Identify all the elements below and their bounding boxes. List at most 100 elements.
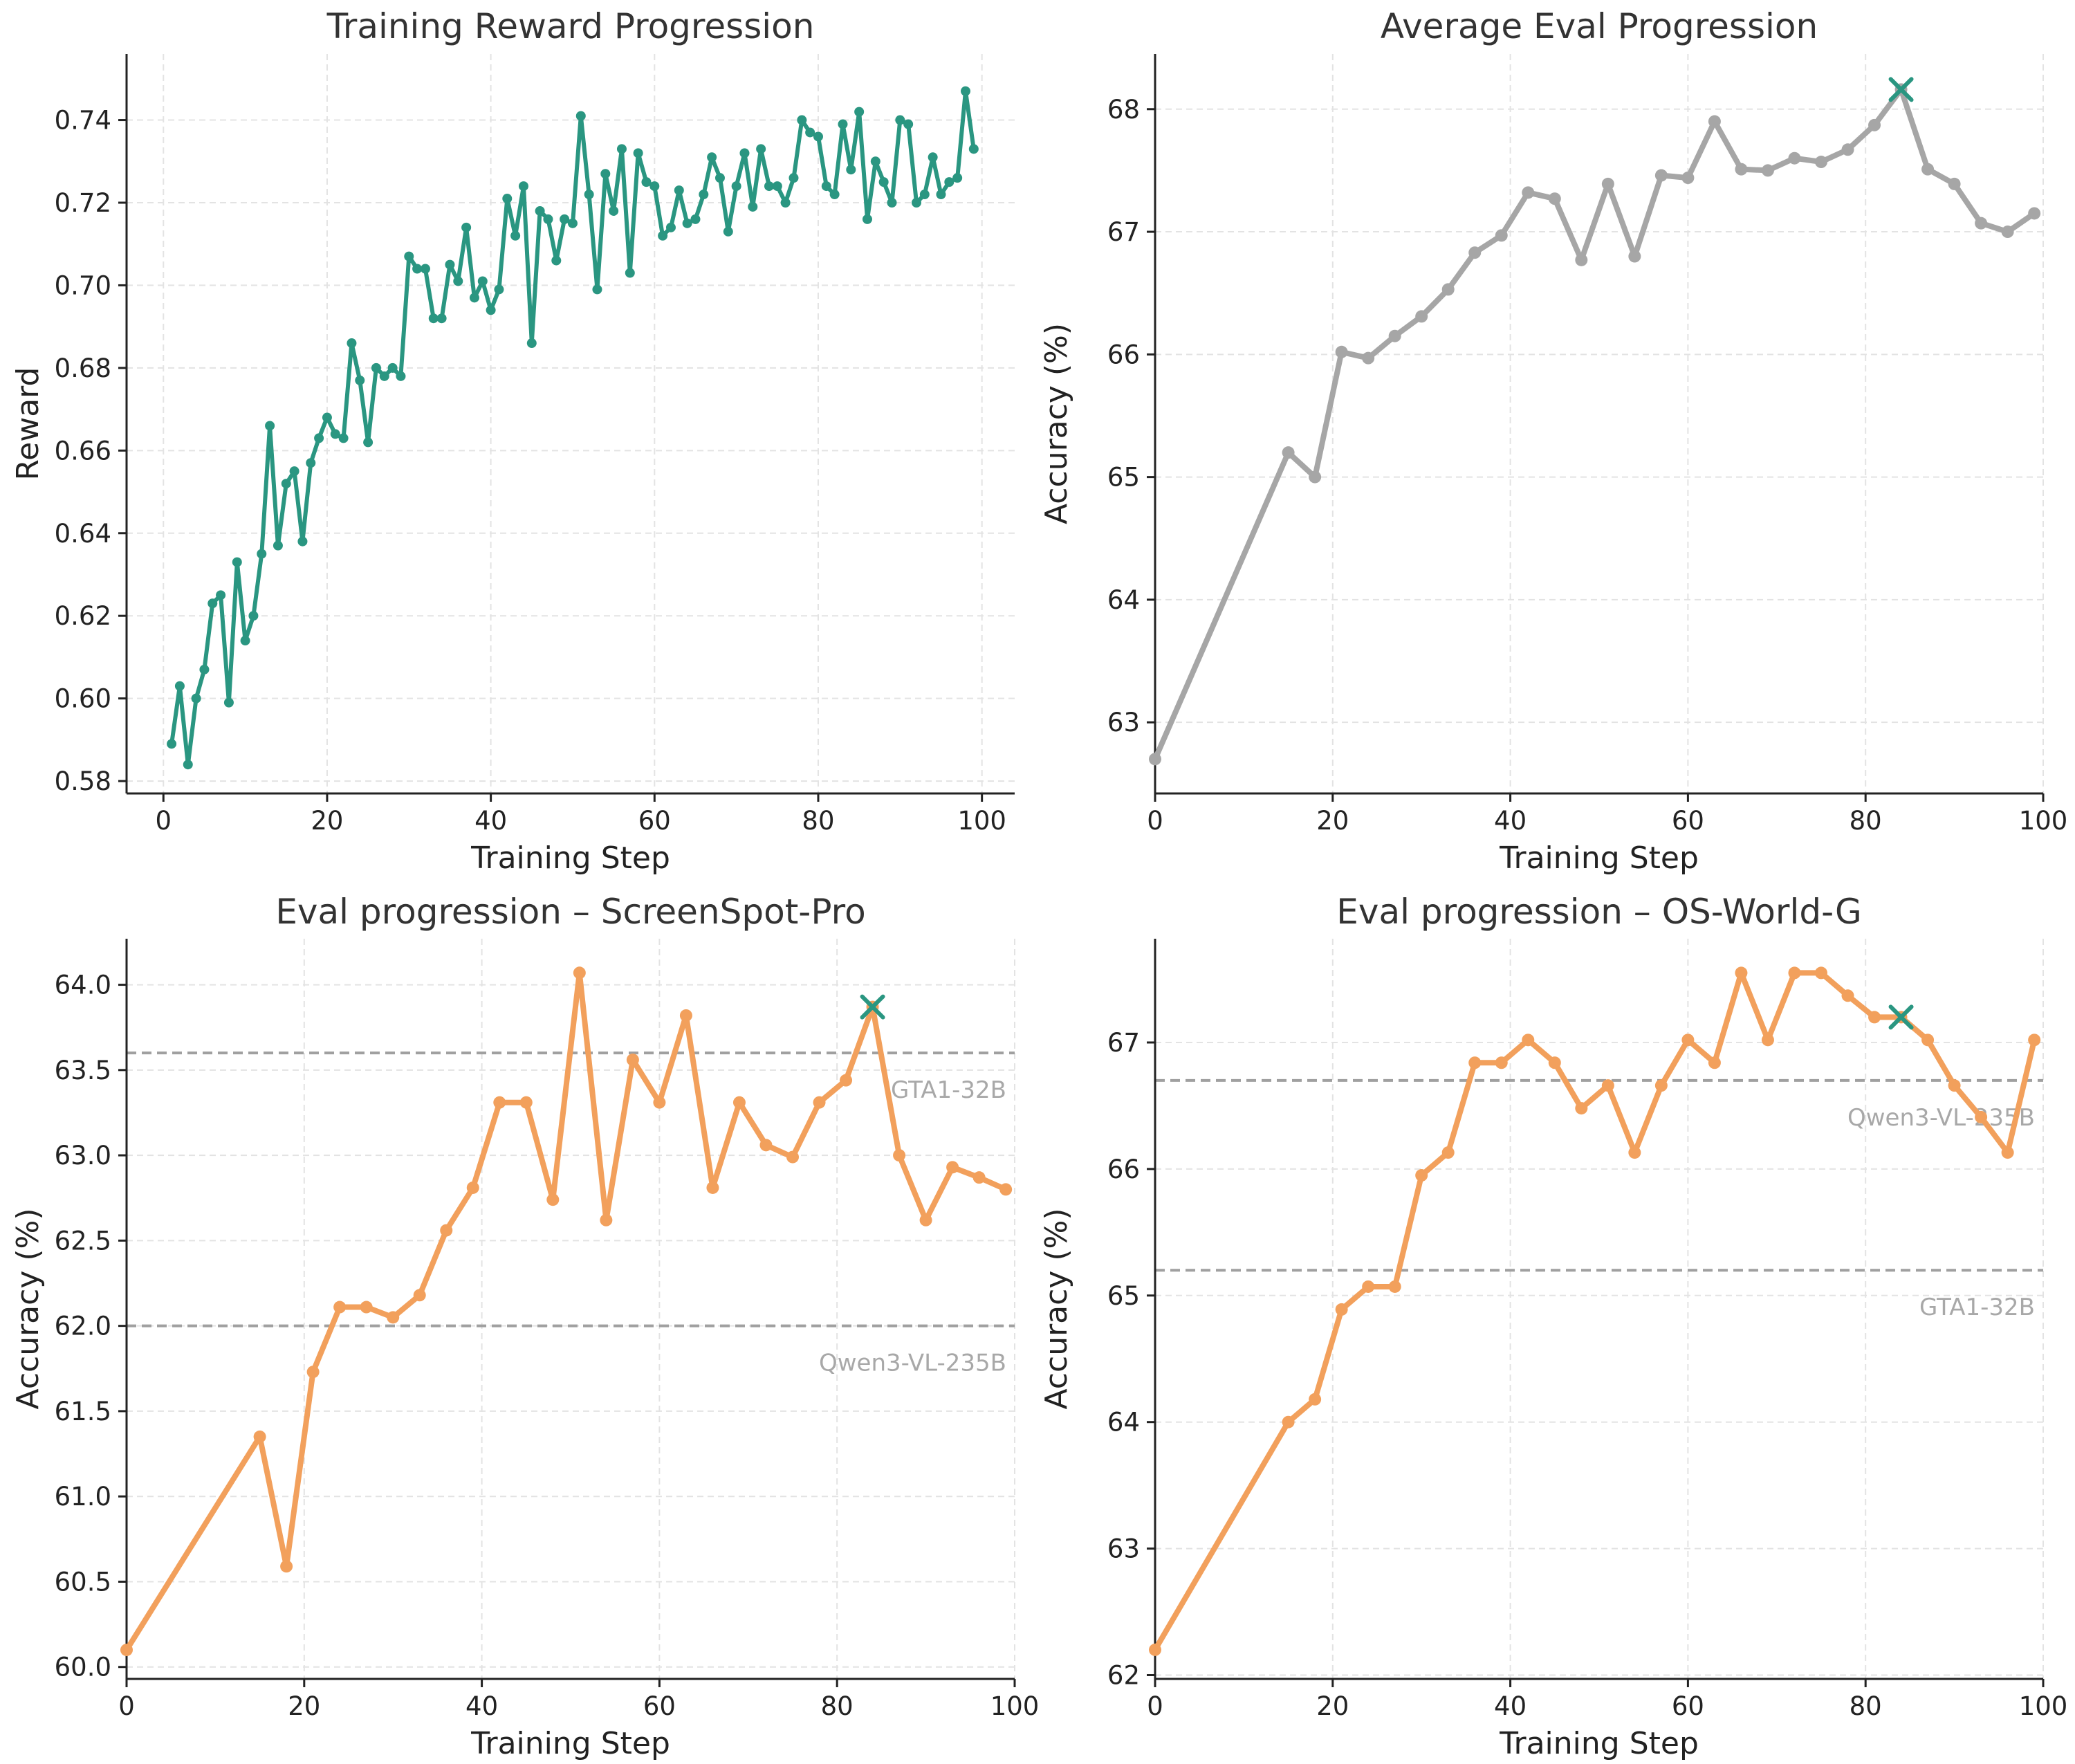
data-point [1948,1079,1961,1092]
data-point [821,181,831,192]
data-point [1441,1146,1455,1159]
data-point [289,466,299,477]
data-point [1468,1056,1482,1069]
data-point [330,429,340,439]
data-point [748,201,758,212]
x-tick-label: 20 [1316,1691,1349,1721]
reference-line-label: Qwen3-VL-235B [1847,1104,2035,1132]
data-point [780,197,791,208]
data-point [1601,177,1614,190]
data-point [649,181,660,192]
data-point [960,86,970,96]
data-point [1388,329,1401,342]
data-point [494,284,504,295]
best-marker-stroke [1888,77,1914,102]
data-point [1788,966,1801,980]
data-point [306,1366,320,1379]
data-point [518,181,528,192]
data-point [592,284,602,295]
y-tick-label: 0.72 [55,188,111,218]
data-point [502,194,513,204]
data-point [466,1181,479,1194]
data-point [854,107,865,117]
data-point [707,152,717,163]
data-point [360,1301,373,1314]
data-point [1441,283,1455,296]
data-point [338,433,349,443]
data-point [690,214,701,224]
data-point [731,181,741,192]
x-tick-label: 40 [474,806,507,836]
x-tick-label: 0 [1147,806,1163,836]
data-point [1628,250,1641,263]
data-point [379,371,389,381]
best-marker-icon [1888,77,1914,102]
data-point [265,421,275,431]
data-point [387,362,398,373]
data-point [1601,1079,1614,1092]
data-point [968,144,979,154]
data-point [1628,1146,1641,1159]
data-point [413,1289,426,1302]
data-point [2028,1033,2041,1047]
data-point [412,264,423,274]
y-tick-label: 65 [1107,1281,1140,1311]
data-point [306,458,316,468]
data-point [493,1096,506,1109]
data-point [1575,253,1588,266]
data-point [1681,172,1695,185]
data-point [510,230,521,241]
data-point [895,115,905,125]
data-point [240,636,250,646]
data-point [846,165,856,175]
y-tick-label: 0.74 [55,106,111,136]
x-tick-label: 80 [1850,1691,1882,1721]
data-point [1921,1033,1935,1047]
reference-line-label: GTA1-32B [1919,1294,2035,1321]
data-point [461,222,472,232]
data-point [840,1074,853,1087]
data-point [248,611,259,621]
y-tick-label: 68 [1107,95,1140,125]
y-tick-label: 61.0 [55,1482,111,1512]
data-point [167,739,177,749]
data-point [682,218,692,228]
best-marker-icon [1888,1004,1914,1030]
data-point [829,190,840,200]
x-axis-label: Training Step [1499,840,1699,876]
y-tick-label: 63.5 [55,1056,111,1085]
data-point [469,293,479,303]
data-point [665,222,676,232]
data-point [253,1430,266,1443]
data-point [928,152,938,163]
data-point [699,190,709,200]
data-point [314,433,324,443]
data-point [674,185,684,196]
reference-line-label: GTA1-32B [891,1076,1006,1104]
x-tick-label: 60 [1672,806,1704,836]
data-point [862,214,872,224]
x-tick-label: 100 [990,1691,1040,1721]
data-point [297,536,308,546]
data-point [658,230,668,241]
x-tick-label: 80 [821,1691,854,1721]
y-tick-label: 63 [1107,708,1140,737]
data-point [223,697,234,708]
y-tick-label: 64.0 [55,971,111,1000]
data-point [1761,1033,1774,1047]
y-tick-label: 62.0 [55,1312,111,1341]
data-point [1362,351,1375,365]
data-point [625,268,635,278]
data-point [120,1644,133,1657]
data-point [903,119,914,129]
x-tick-label: 20 [1316,806,1349,836]
y-tick-label: 65 [1107,463,1140,493]
data-point [1282,1415,1295,1428]
data-point [1362,1280,1375,1293]
data-point [1841,989,1854,1002]
data-point [679,1009,692,1022]
data-point [322,412,332,423]
x-tick-label: 60 [643,1691,676,1721]
data-point [1149,1643,1161,1656]
data-point [1495,1056,1508,1069]
